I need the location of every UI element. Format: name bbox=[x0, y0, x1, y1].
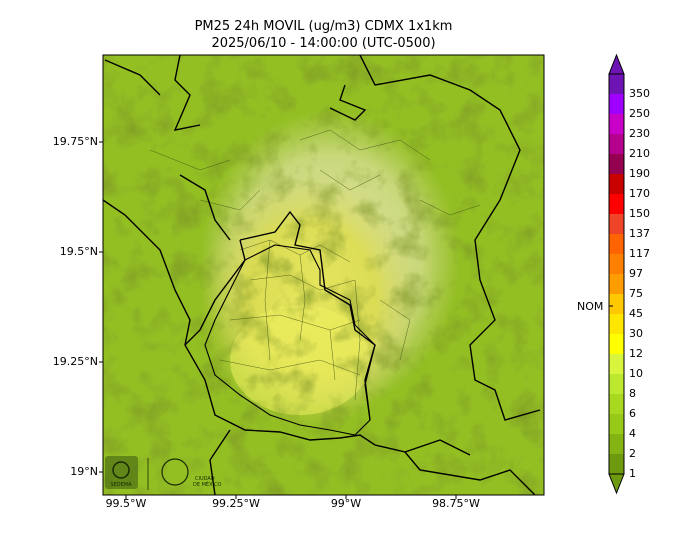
colorbar-tick-label: 30 bbox=[629, 327, 643, 340]
colorbar-segment bbox=[609, 454, 624, 474]
colorbar-segment bbox=[609, 354, 624, 374]
colorbar-tick-label: 350 bbox=[629, 87, 650, 100]
colorbar-tick-label: 117 bbox=[629, 247, 650, 260]
svg-text:DE MÉXICO: DE MÉXICO bbox=[193, 480, 221, 488]
colorbar-border bbox=[608, 73, 625, 475]
colorbar-segment bbox=[609, 174, 624, 194]
colorbar-segment bbox=[609, 234, 624, 254]
colorbar-tick-label: 75 bbox=[629, 287, 643, 300]
lat-label: 19.25°N bbox=[52, 355, 98, 368]
city-boundary bbox=[204, 244, 376, 436]
colorbar-segment bbox=[609, 374, 624, 394]
lon-label: 99.5°W bbox=[105, 497, 147, 510]
colorbar-tick-label: 6 bbox=[629, 407, 636, 420]
colorbar-segment bbox=[609, 314, 624, 334]
colorbar-segment bbox=[609, 134, 624, 154]
lon-label: 99.25°W bbox=[212, 497, 260, 510]
colorbar-tick-label: 45 bbox=[629, 307, 643, 320]
colorbar-segment bbox=[609, 434, 624, 454]
sedema-logo: SEDEMA bbox=[105, 456, 138, 489]
colorbar-segment bbox=[609, 74, 624, 94]
colorbar-tick-label: 210 bbox=[629, 147, 650, 160]
colorbar-tick-label: 230 bbox=[629, 127, 650, 140]
lat-label: 19.75°N bbox=[52, 135, 98, 148]
lon-label: 99°W bbox=[330, 497, 362, 510]
lat-label: 19.5°N bbox=[59, 245, 98, 258]
colorbar-segment bbox=[609, 274, 624, 294]
colorbar-segment bbox=[609, 114, 624, 134]
svg-text:CIUDAD: CIUDAD bbox=[195, 476, 215, 482]
nom-label: NOM bbox=[577, 300, 604, 313]
colorbar-segment bbox=[609, 414, 624, 434]
colorbar-tick-label: 1 bbox=[629, 467, 636, 480]
colorbar-tick-label: 2 bbox=[629, 447, 636, 460]
colorbar-extend-min bbox=[608, 473, 625, 495]
colorbar-extend-max bbox=[608, 53, 625, 75]
state-boundary bbox=[103, 55, 541, 495]
colorbar-tick-label: 137 bbox=[629, 227, 650, 240]
colorbar-tick-label: 150 bbox=[629, 207, 650, 220]
map-area: SEDEMA CIUDAD DE MÉXICO bbox=[103, 55, 544, 495]
map-subtitle: 2025/06/10 - 14:00:00 (UTC-0500) bbox=[211, 36, 436, 51]
colorbar-segment bbox=[609, 394, 624, 414]
colorbar-tick-label: 190 bbox=[629, 167, 650, 180]
municipal-boundaries bbox=[149, 129, 481, 401]
map-title: PM25 24h MOVIL (ug/m3) CDMX 1x1km bbox=[194, 19, 453, 34]
svg-text:SEDEMA: SEDEMA bbox=[110, 482, 132, 488]
colorbar-tick-label: 12 bbox=[629, 347, 643, 360]
lat-label: 19°N bbox=[70, 465, 98, 478]
colorbar-tick-label: 4 bbox=[629, 427, 636, 440]
colorbar bbox=[608, 53, 625, 495]
colorbar-tick-label: 170 bbox=[629, 187, 650, 200]
colorbar-segment bbox=[609, 294, 624, 314]
colorbar-segment bbox=[609, 194, 624, 214]
map-frame bbox=[102, 54, 545, 496]
colorbar-tick-label: 97 bbox=[629, 267, 643, 280]
axis-ticks bbox=[99, 141, 457, 499]
colorbar-segment bbox=[609, 254, 624, 274]
colorbar-segment bbox=[609, 94, 624, 114]
colorbar-segment bbox=[609, 334, 624, 354]
colorbar-segment bbox=[609, 154, 624, 174]
ciudad-de-mexico-logo: CIUDAD DE MÉXICO bbox=[147, 458, 221, 490]
colorbar-segment bbox=[609, 214, 624, 234]
colorbar-tick-label: 250 bbox=[629, 107, 650, 120]
colorbar-tick-label: 8 bbox=[629, 387, 636, 400]
lon-label: 98.75°W bbox=[432, 497, 480, 510]
colorbar-tick-label: 10 bbox=[629, 367, 643, 380]
